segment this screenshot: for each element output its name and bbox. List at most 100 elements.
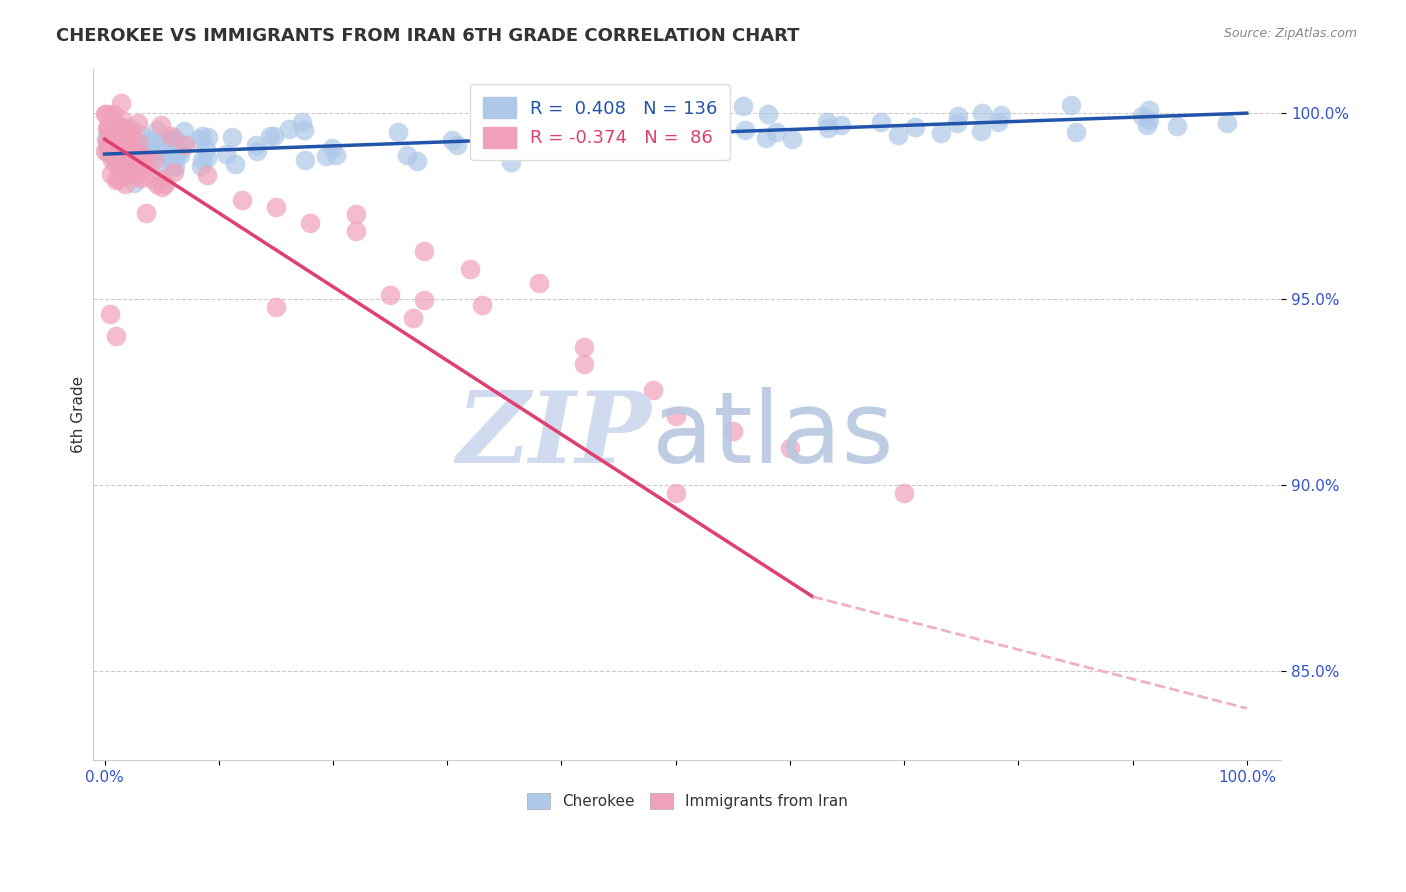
Point <box>172 136 194 151</box>
Point <box>96 106 118 120</box>
Point <box>387 126 409 140</box>
Point <box>104 123 127 137</box>
Point <box>127 162 149 177</box>
Point <box>124 144 146 158</box>
Point <box>114 178 136 192</box>
Point <box>104 133 127 147</box>
Point <box>101 125 124 139</box>
Point <box>190 159 212 173</box>
Point <box>264 200 287 214</box>
Point <box>94 132 117 146</box>
Point <box>100 140 122 154</box>
Point <box>755 131 778 145</box>
Point <box>100 144 122 158</box>
Point <box>128 161 150 175</box>
Point <box>108 171 131 186</box>
Point <box>108 155 131 169</box>
Point <box>117 128 139 143</box>
Point <box>103 106 125 120</box>
Point <box>264 300 287 314</box>
Point <box>1139 112 1161 127</box>
Point <box>292 123 315 137</box>
Point <box>162 152 184 166</box>
Point <box>150 135 173 149</box>
Point <box>124 163 146 178</box>
Point <box>162 150 184 164</box>
Point <box>104 152 127 166</box>
Point <box>1060 97 1083 112</box>
Point <box>887 128 910 142</box>
Point <box>191 128 214 143</box>
Point <box>143 144 166 158</box>
Point <box>112 146 135 161</box>
Point <box>191 153 214 167</box>
Point <box>125 153 148 167</box>
Point <box>143 153 166 168</box>
Point <box>160 128 183 143</box>
Point <box>162 131 184 145</box>
Point <box>120 125 142 139</box>
Point <box>97 125 120 139</box>
Point <box>538 119 561 133</box>
Point <box>97 120 120 135</box>
Point <box>110 95 132 110</box>
Point <box>125 169 148 184</box>
Point <box>110 145 132 159</box>
Point <box>98 307 121 321</box>
Legend: Cherokee, Immigrants from Iran: Cherokee, Immigrants from Iran <box>520 787 853 815</box>
Point <box>527 276 550 290</box>
Point <box>110 113 132 128</box>
Point <box>118 141 141 155</box>
Point <box>122 176 145 190</box>
Point <box>153 177 176 191</box>
Point <box>160 159 183 173</box>
Point <box>132 151 155 165</box>
Point <box>129 148 152 162</box>
Point <box>441 133 464 147</box>
Point <box>145 143 167 157</box>
Point <box>402 310 425 325</box>
Point <box>155 147 177 161</box>
Point <box>214 147 236 161</box>
Text: ZIP: ZIP <box>457 387 651 483</box>
Point <box>146 178 169 192</box>
Point <box>120 143 142 157</box>
Point <box>246 144 269 158</box>
Point <box>118 149 141 163</box>
Point <box>125 146 148 161</box>
Point <box>946 109 969 123</box>
Point <box>145 123 167 137</box>
Point <box>990 108 1012 122</box>
Point <box>165 142 187 156</box>
Point <box>165 150 187 164</box>
Point <box>104 173 127 187</box>
Point <box>150 180 173 194</box>
Point <box>128 154 150 169</box>
Point <box>120 159 142 173</box>
Point <box>121 145 143 159</box>
Point <box>259 128 281 143</box>
Point <box>125 157 148 171</box>
Point <box>758 107 780 121</box>
Point <box>169 148 191 162</box>
Point <box>96 145 118 160</box>
Point <box>665 409 688 423</box>
Point <box>263 128 285 143</box>
Point <box>413 293 436 308</box>
Point <box>107 153 129 168</box>
Point <box>153 131 176 145</box>
Point <box>321 141 343 155</box>
Point <box>121 141 143 155</box>
Point <box>987 114 1010 128</box>
Point <box>105 329 128 343</box>
Point <box>134 153 156 167</box>
Point <box>117 154 139 169</box>
Point <box>599 135 621 149</box>
Point <box>163 146 186 161</box>
Point <box>541 123 564 137</box>
Point <box>665 485 688 500</box>
Point <box>150 118 173 132</box>
Point <box>112 130 135 145</box>
Point <box>277 121 299 136</box>
Point <box>100 167 122 181</box>
